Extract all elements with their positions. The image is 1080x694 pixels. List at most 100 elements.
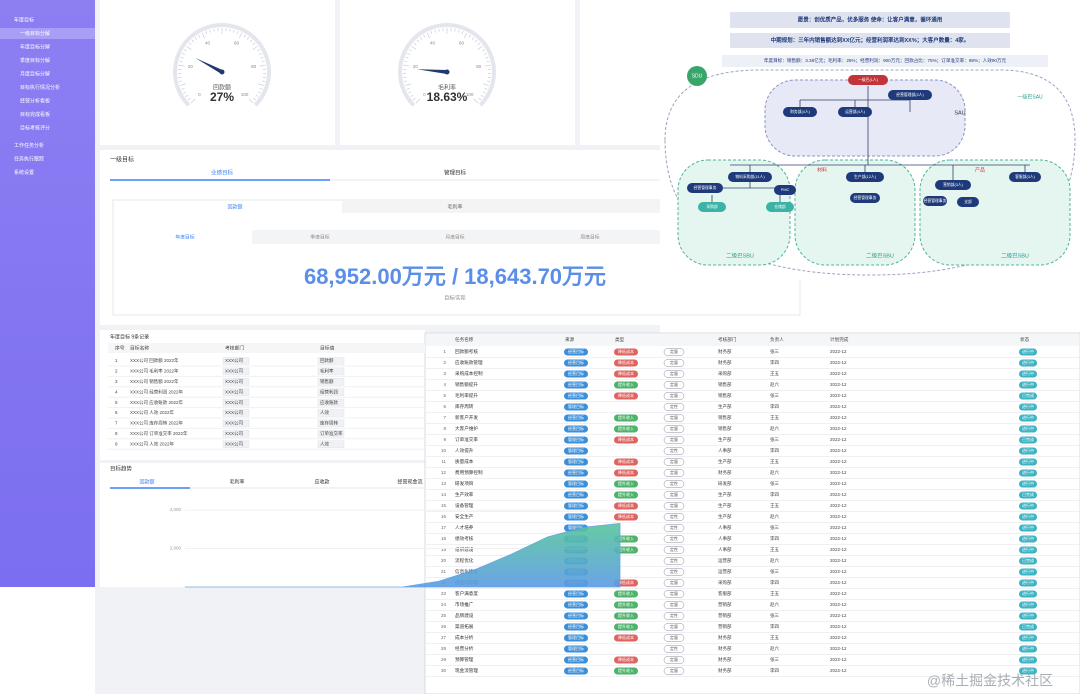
gauge-minor-tick (198, 34, 201, 38)
tab[interactable]: 毛利率 (447, 203, 462, 210)
method-chip-text: 定量 (670, 392, 678, 398)
source-chip (564, 612, 588, 620)
menu-item[interactable]: 系统设置 (14, 169, 34, 176)
gauge-minor-tick (468, 34, 471, 38)
org-label: SAU (954, 110, 965, 116)
tab[interactable]: 月度目标 (445, 233, 464, 240)
status-chip-text: 进行中 (1022, 381, 1034, 387)
menu-item[interactable]: 目标完成看板 (20, 111, 50, 118)
table-cell: 2022-12 (830, 613, 847, 618)
table-cell: 回款额 (320, 357, 334, 364)
task-name: 新客户开发 (455, 414, 478, 421)
tab-bg (252, 230, 660, 244)
method-chip (663, 447, 685, 455)
source-chip (564, 645, 588, 653)
cell-tag (222, 378, 250, 386)
menu-item[interactable]: 工作任务分析 (14, 142, 44, 149)
gauge-minor-tick (454, 28, 456, 32)
type-chip (614, 469, 638, 477)
method-chip-text: 定量 (670, 414, 678, 420)
y-tick-label: 4,000 (170, 507, 182, 512)
status-chip (1019, 458, 1037, 466)
tab[interactable]: 经营现金流 (397, 478, 422, 485)
table-cell: XXX公司 (225, 431, 243, 436)
table-header: 状态 (1020, 336, 1030, 342)
row-index: 23 (441, 591, 447, 596)
task-name: 组织建设 (455, 546, 474, 553)
gauge-name: 毛利率 (438, 84, 456, 92)
source-chip (564, 634, 588, 642)
menu-item[interactable]: 目标执行情况分析 (20, 84, 60, 91)
gauge-minor-tick (480, 94, 484, 98)
org-node (1009, 172, 1041, 182)
tab[interactable]: 毛利率 (229, 478, 244, 485)
trend-title: 目标趋势 (110, 464, 133, 472)
table-cell: 6 (115, 410, 118, 415)
table-cell: 2022-12 (830, 536, 847, 541)
task-name: 绩效考核 (455, 535, 474, 542)
tab[interactable]: 管理目标 (444, 168, 467, 176)
cell-tag (317, 419, 345, 428)
cell-tag (222, 430, 250, 438)
type-chip-text: 提升收入 (618, 535, 634, 541)
table-cell: 人效 (320, 409, 329, 416)
gauge-minor-tick (194, 37, 198, 40)
method-chip (663, 425, 685, 433)
table-cell: 应收账款 (320, 399, 338, 406)
type-chip (614, 436, 638, 444)
cell-tag (317, 409, 345, 417)
table-header-bg (108, 343, 425, 353)
menu-item[interactable]: 一级目标分解 (20, 30, 50, 37)
tab[interactable]: 年度目标 (175, 233, 194, 240)
tab[interactable]: 回款额 (227, 203, 242, 210)
tab[interactable]: 应收款 (314, 478, 329, 485)
menu-item[interactable]: 季度目标分解 (20, 57, 50, 64)
task-name: 预算管理 (455, 656, 474, 663)
method-chip-text: 定量 (670, 502, 678, 508)
gauge-minor-tick (471, 37, 475, 40)
table-cell: 财务部 (718, 469, 732, 476)
table-header: 序号 (115, 344, 125, 351)
type-chip-text: 提升收入 (618, 601, 634, 607)
status-chip-text: 进行中 (1022, 480, 1034, 486)
area (185, 523, 621, 588)
table-cell: 销售部 (718, 414, 732, 421)
table-cell: XXX公司 (225, 421, 243, 426)
row-index: 7 (443, 415, 446, 420)
type-chip-text: 降低成本 (618, 513, 634, 519)
gauge-minor-tick (484, 64, 491, 67)
method-chip (663, 601, 685, 609)
menu-item[interactable]: 任务执行跟踪 (14, 155, 44, 162)
method-chip-text: 定量 (670, 458, 678, 464)
table-cell: 赵六 (770, 469, 779, 476)
menu-item[interactable]: 年度目标分解 (20, 43, 50, 50)
type-chip-text: 提升收入 (618, 546, 634, 552)
method-chip-text: 定量 (670, 667, 678, 673)
cell-tag (317, 398, 345, 407)
org-label: 二级巴SBU (866, 251, 894, 259)
status-chip (1019, 634, 1037, 642)
menu-item[interactable]: 月度目标分解 (20, 70, 50, 77)
status-chip-text: 进行中 (1022, 524, 1034, 530)
menu-item[interactable]: 经营分析看板 (20, 97, 50, 104)
gauge-minor-tick (183, 49, 187, 52)
table-cell: XXX公司 人效 2022年 (130, 409, 175, 416)
method-chip-text: 定性 (670, 480, 678, 486)
gauge-tick-label: 20 (413, 64, 419, 69)
tab[interactable]: 周度目标 (580, 233, 599, 240)
gauge-minor-tick (486, 60, 490, 63)
tab[interactable]: 业绩目标 (211, 168, 234, 176)
task-name: 采购成本控制 (455, 370, 483, 377)
menu-item[interactable]: 目标考核评分 (20, 124, 50, 131)
tab[interactable]: 季度目标 (310, 233, 329, 240)
row-index: 27 (441, 635, 447, 640)
status-chip-text: 进行中 (1022, 645, 1034, 651)
status-chip (1019, 370, 1037, 378)
menu-item[interactable]: 年度目标 (14, 16, 34, 23)
tab[interactable]: 回款额 (139, 478, 154, 485)
table-title: 年度目标 9条记录 (110, 333, 149, 340)
method-chip (663, 381, 685, 389)
gauge-minor-tick (252, 45, 258, 50)
source-chip-text: 经营目标 (568, 469, 584, 475)
table-cell: XXX公司 (225, 410, 243, 415)
